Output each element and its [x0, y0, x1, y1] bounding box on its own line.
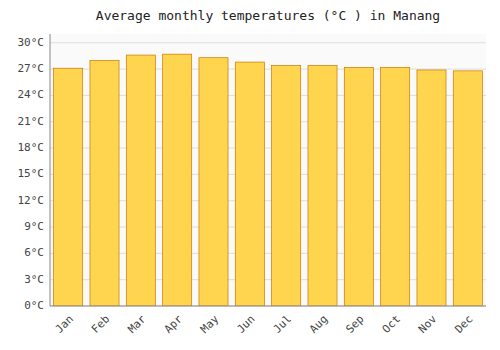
bar — [344, 67, 373, 306]
y-axis-line — [50, 34, 51, 306]
x-tick-label: Apr — [162, 312, 186, 336]
y-tick-label: 18°C — [18, 141, 45, 154]
x-tick-label: Feb — [89, 313, 112, 336]
x-tick-label: May — [198, 312, 222, 336]
x-tick-label: Mar — [125, 312, 149, 336]
y-tick-label: 12°C — [18, 194, 45, 207]
y-tick-label: 0°C — [24, 299, 44, 312]
bar — [126, 55, 155, 306]
x-tick-label: Nov — [416, 312, 440, 336]
chart-container: 0°C 3°C 6°C 9°C 12°C 15°C 18°C 21°C 24°C 27°C 30°C… — [0, 0, 500, 350]
bar — [453, 71, 482, 306]
y-tick-label: 6°C — [24, 246, 44, 259]
chart-svg: 0°C 3°C 6°C 9°C 12°C 15°C 18°C 21°C 24°C 27°C 30°C… — [0, 0, 500, 350]
bar — [417, 70, 446, 306]
y-tick-label: 21°C — [18, 115, 45, 128]
bar — [90, 60, 119, 306]
y-tick-label: 3°C — [24, 273, 44, 286]
x-tick-label: Oct — [380, 313, 403, 336]
y-tick-label: 15°C — [18, 167, 45, 180]
bar — [54, 68, 83, 306]
x-tick-label: Jul — [271, 313, 294, 336]
bar — [381, 67, 410, 306]
x-axis-line — [50, 306, 486, 307]
title: Average monthly temperatures (°C ) in Ma… — [96, 8, 440, 23]
bars — [54, 54, 483, 306]
plot-background — [50, 34, 486, 306]
y-tick-label: 9°C — [24, 220, 44, 233]
x-tick-label: Aug — [307, 313, 330, 336]
grid-line — [50, 306, 486, 307]
x-tick-label: Jun — [234, 313, 257, 336]
y-tick-label: 30°C — [18, 36, 45, 49]
bar — [272, 66, 301, 306]
bar — [308, 66, 337, 306]
x-tick-label: Jan — [53, 313, 76, 336]
y-tick-label: 27°C — [18, 62, 45, 75]
bar — [163, 54, 192, 306]
bar — [235, 62, 264, 306]
y-tick-label: 24°C — [18, 88, 45, 101]
x-tick-label: Dec — [452, 313, 475, 336]
x-tick-label: Sep — [343, 313, 366, 336]
bar — [199, 58, 228, 306]
grid-line — [50, 42, 486, 43]
